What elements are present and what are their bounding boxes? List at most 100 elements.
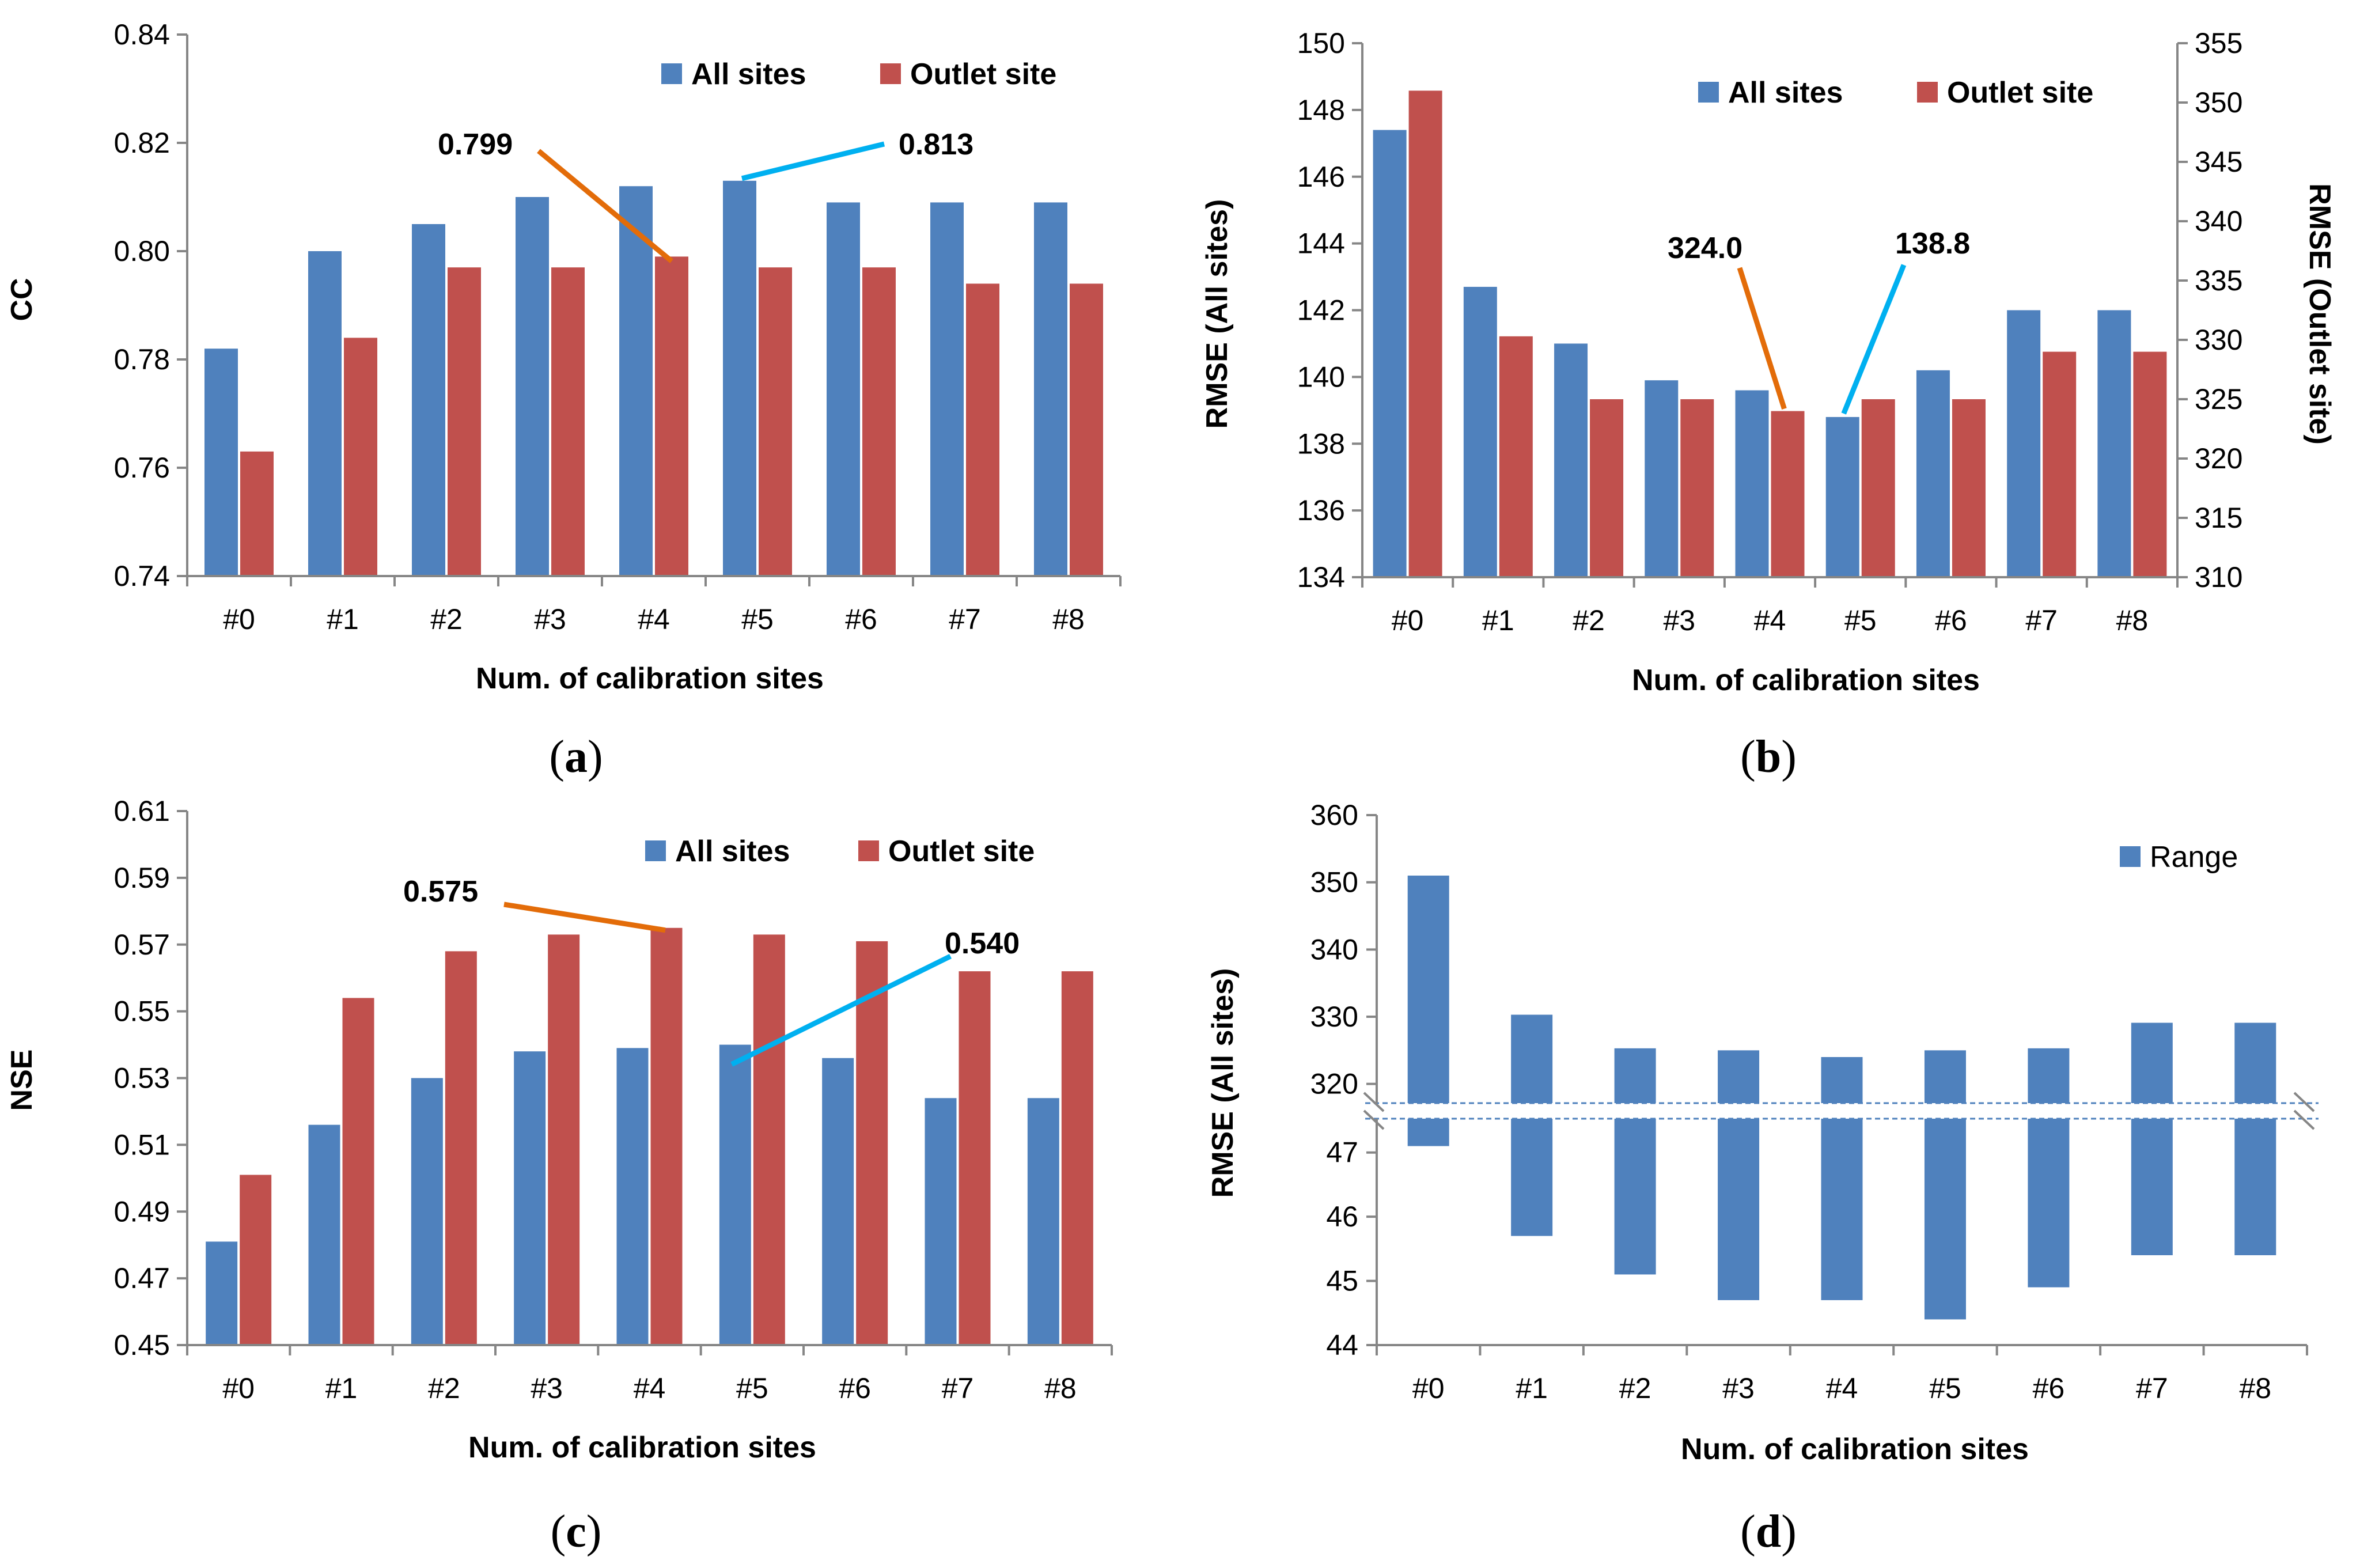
- panel-b-xlabel: Num. of calibration sites: [1632, 664, 1980, 697]
- bar-c-outlet-site-3: [548, 934, 580, 1345]
- bar-a-all-sites-3: [516, 197, 549, 576]
- xtick-label-a-1: #1: [327, 603, 359, 635]
- xtick-label-d-3: #3: [1722, 1372, 1755, 1404]
- panel-c-ylabel: NSE: [5, 1050, 39, 1111]
- legend-swatch-d-0: [2120, 846, 2141, 867]
- legend-swatch-a-1: [880, 63, 901, 84]
- xtick-label-a-4: #4: [638, 603, 670, 635]
- bar-a-all-sites-0: [204, 349, 238, 576]
- ytick-label-d-lower-2: 46: [1326, 1200, 1358, 1233]
- ytick-right-label-b-6: 340: [2195, 205, 2242, 237]
- ytick-label-b-5: 144: [1297, 228, 1345, 260]
- panel-b-caption: (b): [1740, 732, 1797, 782]
- bar-a-all-sites-4: [619, 186, 653, 576]
- legend-swatch-c-1: [858, 840, 879, 861]
- bar-c-outlet-site-7: [959, 971, 991, 1345]
- panel-a-xlabel: Num. of calibration sites: [476, 662, 824, 695]
- bar-a-outlet-site-0: [240, 451, 274, 576]
- legend-swatch-b-1: [1917, 82, 1938, 103]
- ytick-label-d-lower-0: 44: [1326, 1329, 1358, 1361]
- bar-d-range-4: [1821, 1057, 1863, 1300]
- panel-d-ticks: 320 330 340 350 360 44 45 46 47 #0 #1 #2 #3 #4 #5 #6 #7 #…: [1310, 799, 2308, 1404]
- bar-a-outlet-site-3: [551, 267, 585, 576]
- xtick-label-d-1: #1: [1516, 1372, 1548, 1404]
- bar-a-outlet-site-6: [862, 267, 896, 576]
- panel-b-ticks: 134 136 138 140 142 144 146 148 150 310 315 320 325 3…: [1297, 27, 2243, 637]
- bar-a-outlet-site-5: [759, 267, 792, 576]
- ytick-label-c-7: 0.59: [114, 862, 170, 894]
- panel-c-bars: [206, 927, 1093, 1345]
- ytick-label-b-0: 134: [1297, 561, 1345, 593]
- legend-label-c-1: Outlet site: [888, 835, 1035, 868]
- bar-b-all-sites-8: [2097, 310, 2131, 577]
- callout-label-a-all: 0.813: [899, 128, 973, 161]
- panel-b-ylabel-right: RMSE (Outlet site): [2303, 183, 2336, 445]
- panel-a-ylabel: CC: [5, 278, 39, 321]
- bar-d-range-5: [1924, 1050, 1966, 1320]
- bar-b-outlet-site-0: [1408, 90, 1442, 577]
- bar-b-all-sites-7: [2007, 310, 2041, 577]
- bar-b-outlet-site-1: [1499, 336, 1533, 577]
- ytick-label-c-3: 0.51: [114, 1128, 170, 1161]
- bar-a-all-sites-7: [930, 202, 964, 576]
- ytick-right-label-b-3: 325: [2195, 383, 2242, 415]
- bar-c-all-sites-1: [308, 1124, 340, 1345]
- legend-swatch-a-0: [661, 63, 682, 84]
- bar-b-outlet-site-5: [1861, 399, 1895, 577]
- bar-d-range-6: [2028, 1048, 2070, 1287]
- ytick-label-a-3: 0.80: [114, 235, 170, 267]
- xtick-label-c-1: #1: [325, 1372, 358, 1404]
- ytick-label-c-6: 0.57: [114, 929, 170, 961]
- axis-break-slash-left-top: [1363, 1092, 1385, 1112]
- xtick-label-d-2: #2: [1619, 1372, 1651, 1404]
- bar-d-range-1: [1511, 1014, 1553, 1236]
- bar-b-all-sites-2: [1554, 343, 1588, 577]
- callout-line-a-all: [741, 141, 885, 181]
- xtick-label-d-7: #7: [2136, 1372, 2168, 1404]
- xtick-label-c-0: #0: [222, 1372, 255, 1404]
- xtick-label-c-4: #4: [634, 1372, 666, 1404]
- bar-c-outlet-site-0: [240, 1175, 272, 1345]
- bar-c-all-sites-8: [1027, 1098, 1059, 1345]
- xtick-label-a-2: #2: [430, 603, 463, 635]
- bar-b-outlet-site-7: [2043, 351, 2077, 577]
- xtick-label-a-0: #0: [223, 603, 255, 635]
- callout-label-a-outlet: 0.799: [438, 128, 513, 161]
- ytick-right-label-b-4: 330: [2195, 324, 2242, 356]
- callout-label-b-outlet: 324.0: [1668, 232, 1742, 265]
- bar-a-all-sites-8: [1034, 202, 1067, 576]
- ytick-label-c-5: 0.55: [114, 995, 170, 1028]
- panel-b-ylabel: RMSE (All sites): [1200, 199, 1234, 429]
- panel-d-caption-letter: d: [1756, 1506, 1782, 1557]
- panel-a-ticks: 0.74 0.76 0.78 0.80 0.82 0.84 #0 #1 #2 #3 #4 #5 #6 #7…: [114, 18, 1122, 635]
- xtick-label-a-6: #6: [845, 603, 877, 635]
- ytick-right-label-b-8: 350: [2195, 86, 2242, 119]
- bar-c-outlet-site-5: [753, 934, 785, 1345]
- bar-a-all-sites-2: [412, 224, 445, 576]
- bar-d-range-8: [2234, 1022, 2276, 1255]
- panel-b-legend: All sites Outlet site: [1698, 76, 2093, 109]
- ytick-label-a-0: 0.74: [114, 560, 170, 592]
- ytick-label-d-upper-4: 360: [1310, 799, 1358, 831]
- bar-d-range-2: [1614, 1048, 1656, 1275]
- panel-d-ylabel: RMSE (All sites): [1206, 968, 1240, 1198]
- bar-c-outlet-site-8: [1061, 971, 1093, 1345]
- bar-c-all-sites-7: [925, 1098, 957, 1345]
- bar-c-all-sites-3: [514, 1051, 546, 1345]
- bar-a-all-sites-1: [308, 251, 342, 576]
- panel-a-axes: [186, 35, 1120, 577]
- ytick-label-d-upper-3: 350: [1310, 866, 1358, 899]
- xtick-label-c-3: #3: [531, 1372, 563, 1404]
- panel-b-annotations: 324.0 138.8: [1668, 227, 1970, 415]
- ytick-label-b-7: 148: [1297, 94, 1345, 126]
- ytick-label-d-lower-1: 45: [1326, 1265, 1358, 1297]
- panel-c-ticks: 0.45 0.47 0.49 0.51 0.53 0.55 0.57 0.59 0.61 #0 #1…: [114, 795, 1113, 1404]
- panel-c-nse-chart: 0.45 0.47 0.49 0.51 0.53 0.55 0.57 0.59 0.61 #0 #1…: [5, 795, 1113, 1557]
- panel-a-caption-letter: a: [565, 732, 588, 782]
- ytick-right-label-b-9: 355: [2195, 27, 2242, 59]
- ytick-label-c-0: 0.45: [114, 1329, 170, 1361]
- panel-c-caption: (c): [551, 1506, 602, 1557]
- ytick-label-c-1: 0.47: [114, 1262, 170, 1294]
- legend-label-b-0: All sites: [1728, 76, 1843, 109]
- ytick-label-b-6: 146: [1297, 161, 1345, 193]
